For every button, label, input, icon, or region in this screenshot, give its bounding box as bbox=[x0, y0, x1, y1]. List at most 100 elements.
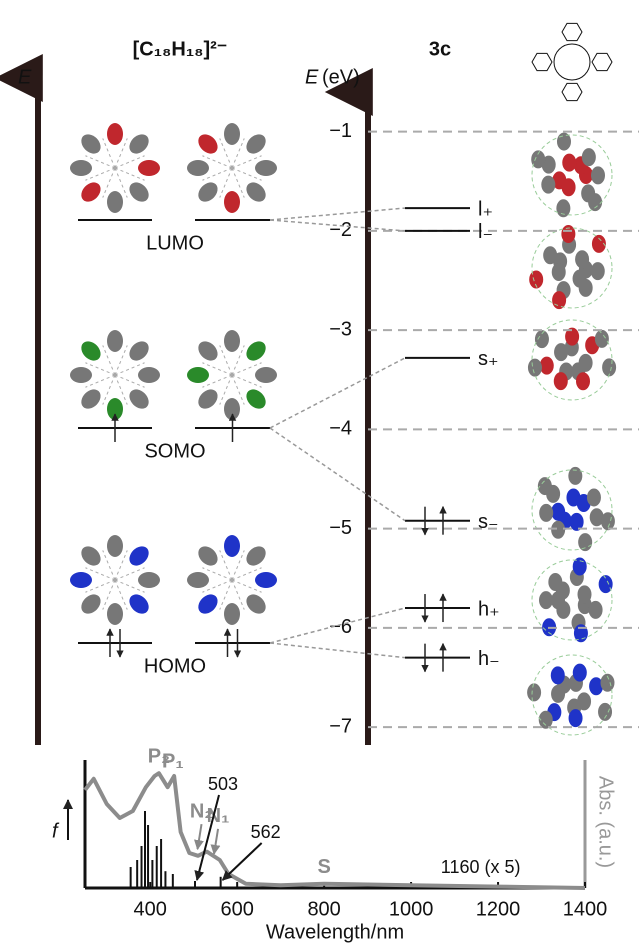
connector bbox=[270, 428, 405, 521]
lobe bbox=[78, 338, 105, 365]
lobe bbox=[195, 131, 222, 158]
connector bbox=[270, 643, 405, 658]
plots: −1−2−3−4−5−6−7l₊l₋s₊s₋h₊h₋LUMOSOMOHOMO40… bbox=[52, 120, 639, 943]
lobe bbox=[195, 386, 222, 413]
right-title: 3c bbox=[429, 38, 451, 60]
lobe bbox=[195, 591, 222, 618]
lobe bbox=[224, 191, 240, 213]
x-tick-label: 1000 bbox=[389, 898, 434, 920]
lobe bbox=[568, 467, 582, 485]
peak-arrow bbox=[198, 824, 202, 849]
lobe bbox=[552, 291, 566, 309]
lobe bbox=[78, 386, 105, 413]
lobe bbox=[126, 386, 153, 413]
level-label: HOMO bbox=[144, 655, 206, 677]
x-tick-label: 1200 bbox=[476, 898, 521, 920]
lobe bbox=[107, 603, 123, 625]
lobe bbox=[541, 176, 555, 194]
molecule bbox=[532, 53, 552, 70]
y-tick-label: −2 bbox=[329, 219, 352, 241]
lobe bbox=[138, 160, 160, 176]
lobe bbox=[578, 585, 592, 603]
lobe bbox=[543, 246, 557, 264]
molecule bbox=[562, 83, 582, 100]
lobe bbox=[138, 367, 160, 383]
level-label: s₊ bbox=[478, 348, 499, 370]
lobe bbox=[195, 338, 222, 365]
lobe bbox=[78, 131, 105, 158]
level-label: h₊ bbox=[478, 598, 500, 620]
lobe bbox=[138, 572, 160, 588]
y-tick-label: −3 bbox=[329, 318, 352, 340]
level-label: l₊ bbox=[478, 198, 493, 220]
lobe bbox=[601, 512, 615, 530]
figure: [C₁₈H₁₈]²⁻ E 3c E (eV) −1−2−3−4−5−6−7l₊l… bbox=[0, 0, 639, 945]
lobe bbox=[187, 367, 209, 383]
lobe bbox=[70, 367, 92, 383]
molecule bbox=[554, 44, 590, 80]
x-tick-label: 600 bbox=[220, 898, 253, 920]
lobe bbox=[243, 179, 270, 206]
lobe bbox=[243, 131, 270, 158]
level-label: SOMO bbox=[144, 440, 205, 462]
lobe bbox=[587, 488, 601, 506]
lobe bbox=[595, 330, 609, 348]
molecule bbox=[592, 53, 612, 70]
axis-symbol: E bbox=[305, 66, 319, 88]
x-tick-label: 400 bbox=[134, 898, 167, 920]
lobe bbox=[589, 601, 603, 619]
lobe bbox=[540, 357, 554, 375]
lobe bbox=[70, 572, 92, 588]
lobe bbox=[552, 263, 566, 281]
peak-label: N₁ bbox=[207, 805, 230, 827]
lobe bbox=[243, 591, 270, 618]
lobe bbox=[573, 664, 587, 682]
lobe bbox=[255, 160, 277, 176]
peak-label: P₁ bbox=[162, 751, 184, 773]
lobe bbox=[78, 543, 105, 570]
lobe bbox=[224, 535, 240, 557]
level-label: h₋ bbox=[478, 648, 500, 670]
lobe bbox=[539, 591, 553, 609]
x-tick-label: 800 bbox=[307, 898, 340, 920]
lobe bbox=[126, 131, 153, 158]
lobe bbox=[243, 338, 270, 365]
lobe bbox=[548, 573, 562, 591]
lobe bbox=[591, 166, 605, 184]
stick-label: 503 bbox=[208, 774, 238, 794]
lobe bbox=[107, 330, 123, 352]
lobe bbox=[576, 372, 590, 390]
lobe bbox=[126, 179, 153, 206]
y-axis-label: f bbox=[52, 820, 60, 842]
lobe bbox=[107, 535, 123, 557]
y-tick-label: −7 bbox=[329, 715, 352, 737]
lobe bbox=[243, 543, 270, 570]
lobe bbox=[554, 343, 568, 361]
lobe bbox=[243, 386, 270, 413]
lobe bbox=[255, 367, 277, 383]
level-label: LUMO bbox=[146, 232, 204, 254]
lobe bbox=[579, 279, 593, 297]
y-tick-label: −4 bbox=[329, 418, 352, 440]
lobe bbox=[539, 504, 553, 522]
stick-label: 562 bbox=[251, 822, 281, 842]
lobe bbox=[562, 154, 576, 172]
lobe bbox=[535, 330, 549, 348]
left-axis-label: E bbox=[18, 66, 32, 88]
lobe bbox=[591, 262, 605, 280]
lobe bbox=[255, 572, 277, 588]
lobe bbox=[224, 123, 240, 145]
stick-arrow bbox=[223, 843, 262, 880]
lobe bbox=[107, 123, 123, 145]
lobe bbox=[579, 354, 593, 372]
lobe bbox=[195, 179, 222, 206]
lobe bbox=[577, 692, 591, 710]
level-label: l₋ bbox=[478, 221, 493, 243]
peak-label: S bbox=[317, 856, 330, 878]
lobe bbox=[588, 193, 602, 211]
x-axis-label: Wavelength/nm bbox=[266, 921, 404, 943]
lobe bbox=[78, 179, 105, 206]
y2-axis-label: Abs. (a.u.) bbox=[595, 776, 617, 868]
x-tick-label: 1400 bbox=[563, 898, 608, 920]
lobe bbox=[107, 191, 123, 213]
